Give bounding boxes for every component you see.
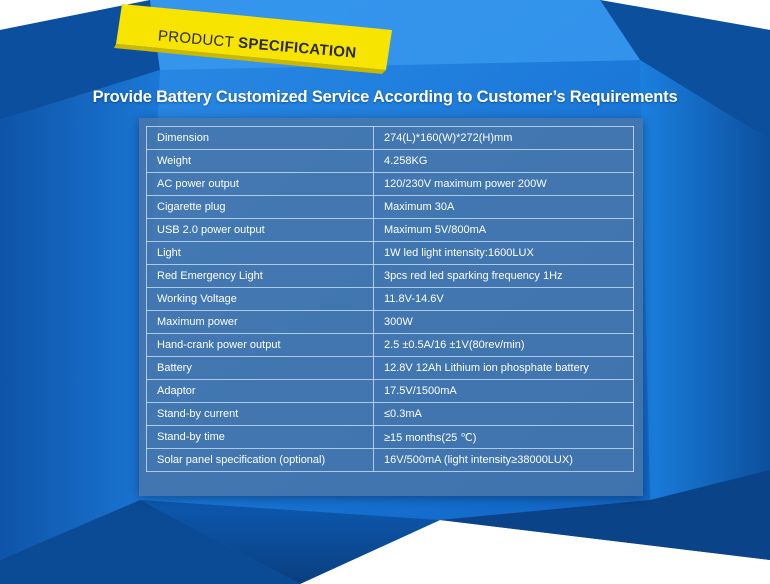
spec-value: 2.5 ±0.5A/16 ±1V(80rev/min) xyxy=(373,333,634,357)
spec-table: Dimension 274(L)*160(W)*272(H)mm Weight 4.… xyxy=(146,126,634,472)
spec-value: 120/230V maximum power 200W xyxy=(373,172,634,196)
spec-value: ≥15 months(25 ℃) xyxy=(373,425,634,449)
spec-value: 16V/500mA (light intensity≥38000LUX) xyxy=(373,448,634,472)
spec-value: Maximum 5V/800mA xyxy=(373,218,634,242)
spec-label: Solar panel specification (optional) xyxy=(146,448,374,472)
headline: Provide Battery Customized Service Accor… xyxy=(92,88,678,106)
spec-label: Battery xyxy=(146,356,374,380)
table-row: Cigarette plug Maximum 30A xyxy=(146,195,634,219)
spec-label: AC power output xyxy=(146,172,374,196)
spec-value: 4.258KG xyxy=(373,149,634,173)
spec-table-body: Dimension 274(L)*160(W)*272(H)mm Weight 4.… xyxy=(146,126,634,472)
table-row: Maximum power 300W xyxy=(146,310,634,334)
banner-title: PRODUCT SPECIFICATION xyxy=(157,27,357,61)
table-row: Adaptor 17.5V/1500mA xyxy=(146,379,634,403)
spec-label: Adaptor xyxy=(146,379,374,403)
table-row: Dimension 274(L)*160(W)*272(H)mm xyxy=(146,126,634,150)
table-row: Red Emergency Light 3pcs red led sparking… xyxy=(146,264,634,288)
table-row: Light 1W led light intensity:1600LUX xyxy=(146,241,634,265)
spec-value: 300W xyxy=(373,310,634,334)
spec-value: Maximum 30A xyxy=(373,195,634,219)
spec-label: Stand-by time xyxy=(146,425,374,449)
table-row: Weight 4.258KG xyxy=(146,149,634,173)
spec-label: Working Voltage xyxy=(146,287,374,311)
table-row: USB 2.0 power output Maximum 5V/800mA xyxy=(146,218,634,242)
table-row: Solar panel specification (optional) 16V… xyxy=(146,448,634,472)
spec-label: Stand-by current xyxy=(146,402,374,426)
spec-value: 12.8V 12Ah Lithium ion phosphate battery xyxy=(373,356,634,380)
spec-value: 11.8V-14.6V xyxy=(373,287,634,311)
spec-value: 274(L)*160(W)*272(H)mm xyxy=(373,126,634,150)
spec-label: Dimension xyxy=(146,126,374,150)
spec-panel: Dimension 274(L)*160(W)*272(H)mm Weight 4.… xyxy=(139,118,643,496)
table-row: Hand-crank power output 2.5 ±0.5A/16 ±1V… xyxy=(146,333,634,357)
table-row: Battery 12.8V 12Ah Lithium ion phosphate… xyxy=(146,356,634,380)
spec-label: Weight xyxy=(146,149,374,173)
spec-label: Light xyxy=(146,241,374,265)
spec-label: Hand-crank power output xyxy=(146,333,374,357)
spec-label: Red Emergency Light xyxy=(146,264,374,288)
table-row: Working Voltage 11.8V-14.6V xyxy=(146,287,634,311)
spec-label: Cigarette plug xyxy=(146,195,374,219)
spec-label: Maximum power xyxy=(146,310,374,334)
spec-value: 17.5V/1500mA xyxy=(373,379,634,403)
banner-word-specification: SPECIFICATION xyxy=(237,33,358,62)
banner-word-product: PRODUCT xyxy=(157,26,235,51)
table-row: AC power output 120/230V maximum power 20… xyxy=(146,172,634,196)
table-row: Stand-by current ≤0.3mA xyxy=(146,402,634,426)
spec-value: 3pcs red led sparking frequency 1Hz xyxy=(373,264,634,288)
table-row: Stand-by time ≥15 months(25 ℃) xyxy=(146,425,634,449)
spec-value: ≤0.3mA xyxy=(373,402,634,426)
spec-label: USB 2.0 power output xyxy=(146,218,374,242)
spec-value: 1W led light intensity:1600LUX xyxy=(373,241,634,265)
